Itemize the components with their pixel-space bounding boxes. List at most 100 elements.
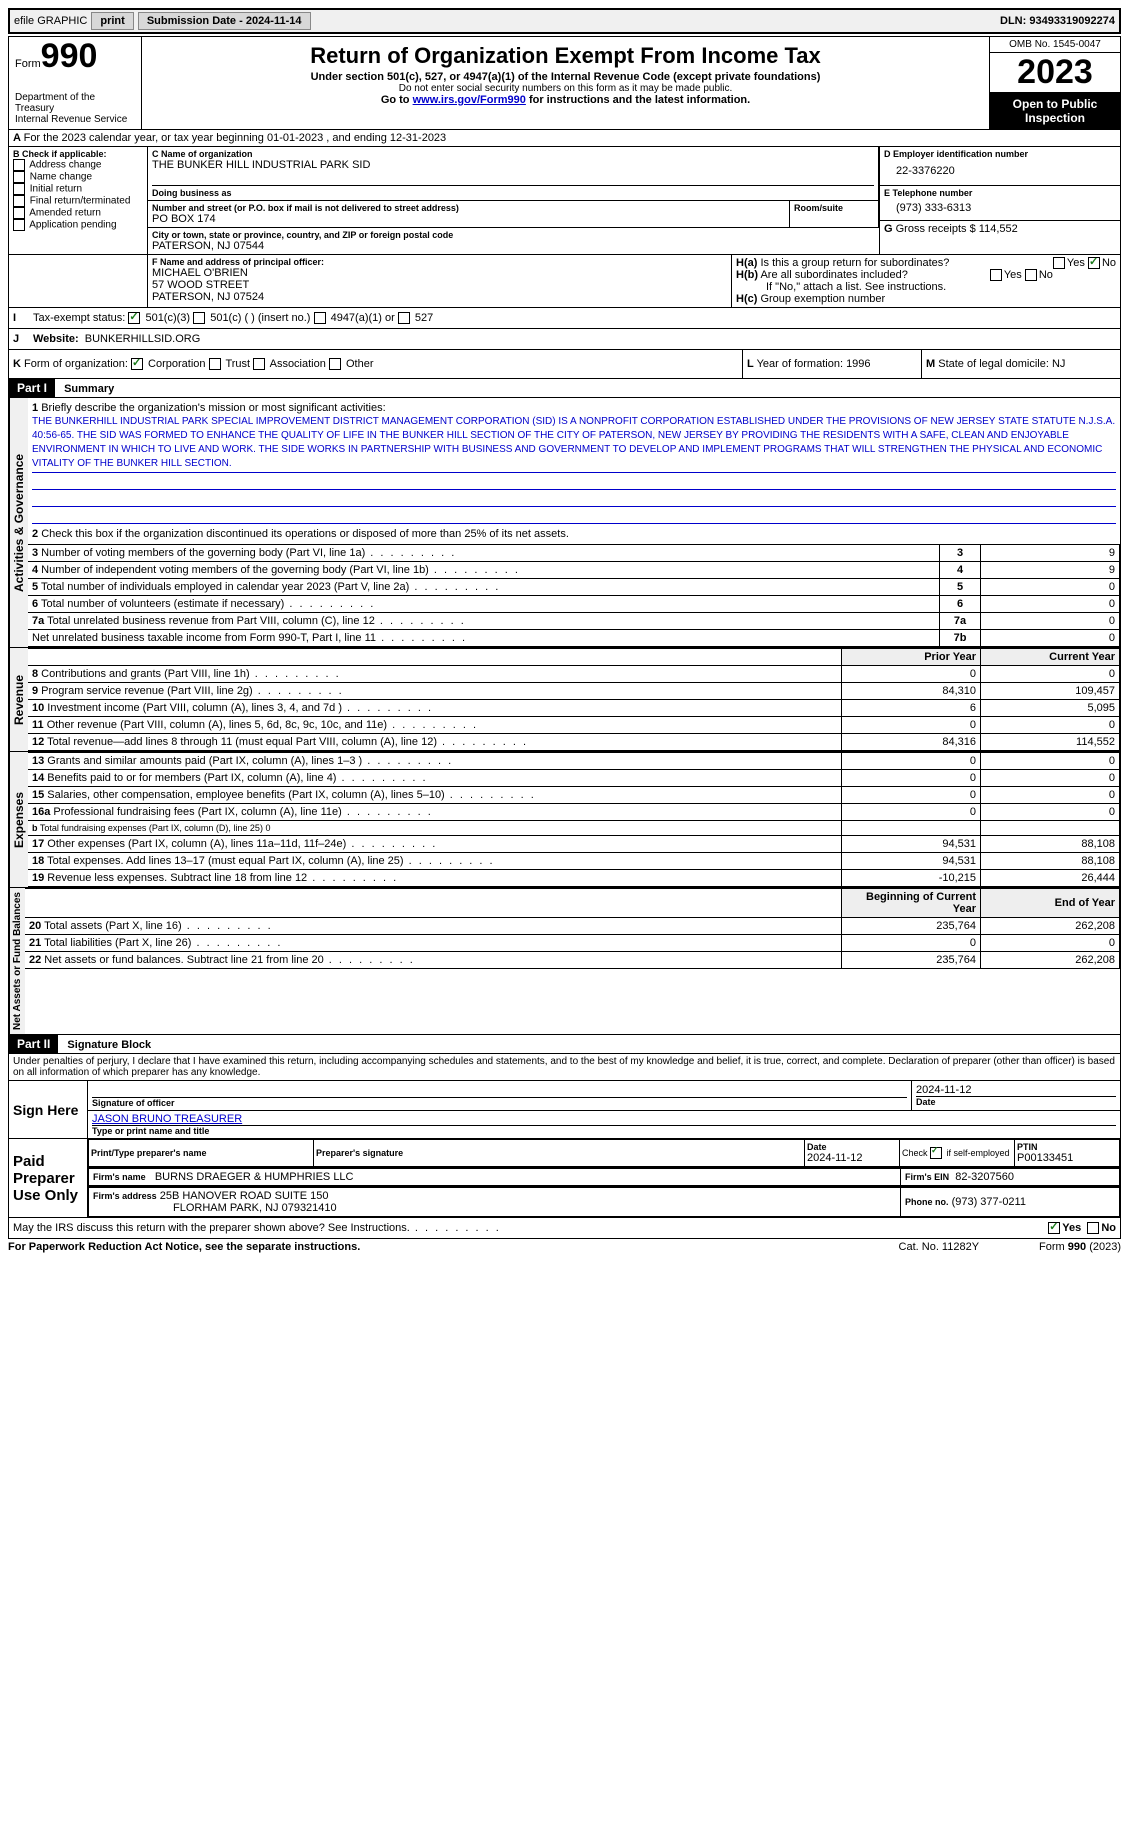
- revenue-section: Revenue Prior YearCurrent Year 8 Contrib…: [8, 648, 1121, 752]
- prior-year-header: Prior Year: [842, 649, 981, 666]
- self-employed: Check if self-employed: [902, 1148, 1010, 1158]
- expenses-table: 13 Grants and similar amounts paid (Part…: [28, 752, 1120, 887]
- ptin-label: PTIN: [1017, 1142, 1117, 1152]
- address: PO BOX 174: [152, 213, 785, 225]
- sidebar-expenses: Expenses: [9, 752, 28, 887]
- website-label: Website:: [33, 333, 79, 345]
- check-Application-pending[interactable]: [13, 219, 25, 231]
- sections-bcdefg: B Check if applicable: Address change Na…: [8, 147, 1121, 255]
- discuss-yes[interactable]: [1048, 1222, 1060, 1234]
- opt-527: 527: [415, 312, 433, 324]
- sidebar-activities: Activities & Governance: [9, 398, 28, 647]
- firm-phone: (973) 377-0211: [952, 1196, 1026, 1208]
- form-title: Return of Organization Exempt From Incom…: [146, 43, 985, 69]
- c-name-label: Name of organization: [161, 149, 253, 159]
- hb-note: If "No," attach a list. See instructions…: [736, 281, 1116, 293]
- dba-label: Doing business as: [152, 185, 874, 198]
- officer-addr2: PATERSON, NJ 07524: [152, 291, 727, 303]
- officer-signed: JASON BRUNO TREASURER: [92, 1113, 242, 1125]
- ein-label: Employer identification number: [893, 149, 1028, 159]
- goto-suffix: for instructions and the latest informat…: [526, 94, 750, 106]
- k-Association[interactable]: [253, 358, 265, 370]
- cat-no: Cat. No. 11282Y: [899, 1241, 980, 1253]
- sections-klm: K Form of organization: Corporation Trus…: [8, 350, 1121, 379]
- governance-table: 3 Number of voting members of the govern…: [28, 544, 1120, 647]
- prep-sig-label: Preparer's signature: [316, 1148, 802, 1158]
- k-Corporation[interactable]: [131, 358, 143, 370]
- revenue-table: Prior YearCurrent Year 8 Contributions a…: [28, 648, 1120, 751]
- begin-year-header: Beginning of Current Year: [842, 889, 981, 918]
- phone-label: Telephone number: [893, 188, 973, 198]
- date-label: Date: [916, 1097, 1116, 1107]
- sig-date: 2024-11-12: [916, 1084, 1116, 1097]
- l-label: Year of formation:: [757, 358, 843, 370]
- q1: Briefly describe the organization's miss…: [41, 402, 385, 414]
- firm-city: FLORHAM PARK, NJ 079321410: [93, 1202, 337, 1214]
- room-label: Room/suite: [794, 203, 874, 213]
- i-label: Tax-exempt status:: [33, 312, 125, 324]
- open-public: Open to Public Inspection: [990, 93, 1120, 129]
- ha-yes[interactable]: [1053, 257, 1065, 269]
- ssn-note: Do not enter social security numbers on …: [146, 83, 985, 94]
- tax-year: 2023: [990, 52, 1120, 93]
- section-b-header: Check if applicable:: [22, 149, 107, 159]
- city-label: City or town, state or province, country…: [152, 230, 875, 240]
- firm-name: BURNS DRAEGER & HUMPHRIES LLC: [155, 1171, 354, 1183]
- activities-governance: Activities & Governance 1 Briefly descri…: [8, 398, 1121, 648]
- 527-check[interactable]: [398, 312, 410, 324]
- hb-text: Are all subordinates included?: [760, 269, 907, 281]
- hb-yes[interactable]: [990, 269, 1002, 281]
- org-name: THE BUNKER HILL INDUSTRIAL PARK SID: [152, 159, 874, 171]
- firm-ein-label: Firm's EIN: [905, 1172, 949, 1182]
- no-label: No: [1101, 1222, 1116, 1234]
- form-footer: Form 990 (2023): [1039, 1241, 1121, 1253]
- form-header: Form990 Department of the Treasury Inter…: [8, 36, 1121, 130]
- ha-no[interactable]: [1088, 257, 1100, 269]
- print-button[interactable]: print: [91, 12, 133, 30]
- prep-name-label: Print/Type preparer's name: [91, 1148, 311, 1158]
- ptin: P00133451: [1017, 1152, 1073, 1164]
- sig-officer-label: Signature of officer: [92, 1098, 907, 1108]
- q2: Check this box if the organization disco…: [41, 528, 569, 540]
- firm-phone-label: Phone no.: [905, 1197, 949, 1207]
- firm-addr-label: Firm's address: [93, 1191, 157, 1201]
- expenses-section: Expenses 13 Grants and similar amounts p…: [8, 752, 1121, 888]
- gross-label: Gross receipts $: [896, 223, 976, 235]
- sections-fh: F Name and address of principal officer:…: [8, 255, 1121, 308]
- 501c3-check[interactable]: [128, 312, 140, 324]
- dln: DLN: 93493319092274: [1000, 15, 1115, 27]
- goto-prefix: Go to: [381, 94, 413, 106]
- discuss-text: May the IRS discuss this return with the…: [13, 1222, 501, 1234]
- irs: Internal Revenue Service: [15, 114, 135, 125]
- mission: THE BUNKERHILL INDUSTRIAL PARK SPECIAL I…: [32, 414, 1116, 473]
- firm-ein: 82-3207560: [955, 1171, 1014, 1183]
- self-employed-check[interactable]: [930, 1147, 942, 1159]
- k-Trust[interactable]: [209, 358, 221, 370]
- hb-no[interactable]: [1025, 269, 1037, 281]
- check-Amended-return[interactable]: [13, 207, 25, 219]
- paid-preparer: Paid Preparer Use Only: [9, 1139, 88, 1218]
- declaration: Under penalties of perjury, I declare th…: [8, 1054, 1121, 1080]
- discuss-no[interactable]: [1087, 1222, 1099, 1234]
- check-Initial-return[interactable]: [13, 183, 25, 195]
- ha-text: Is this a group return for subordinates?: [760, 257, 949, 269]
- part2-header-row: Part II Signature Block: [8, 1035, 1121, 1054]
- form990-link[interactable]: www.irs.gov/Form990: [413, 94, 526, 106]
- submission-date: Submission Date - 2024-11-14: [138, 12, 311, 30]
- section-a: A For the 2023 calendar year, or tax yea…: [8, 130, 1121, 147]
- state-domicile: NJ: [1052, 358, 1065, 370]
- subtitle: Under section 501(c), 527, or 4947(a)(1)…: [146, 71, 985, 83]
- officer-name: MICHAEL O'BRIEN: [152, 267, 727, 279]
- 4947-check[interactable]: [314, 312, 326, 324]
- paperwork: For Paperwork Reduction Act Notice, see …: [8, 1241, 360, 1253]
- k-Other[interactable]: [329, 358, 341, 370]
- opt-501c3: 501(c)(3): [145, 312, 190, 324]
- current-year-header: Current Year: [981, 649, 1120, 666]
- netassets-section: Net Assets or Fund Balances Beginning of…: [8, 888, 1121, 1035]
- check-Address-change[interactable]: [13, 159, 25, 171]
- 501c-check[interactable]: [193, 312, 205, 324]
- type-title-label: Type or print name and title: [92, 1126, 1116, 1136]
- check-Name-change[interactable]: [13, 171, 25, 183]
- check-Final-return-terminated[interactable]: [13, 195, 25, 207]
- efile-label: efile GRAPHIC: [14, 15, 87, 27]
